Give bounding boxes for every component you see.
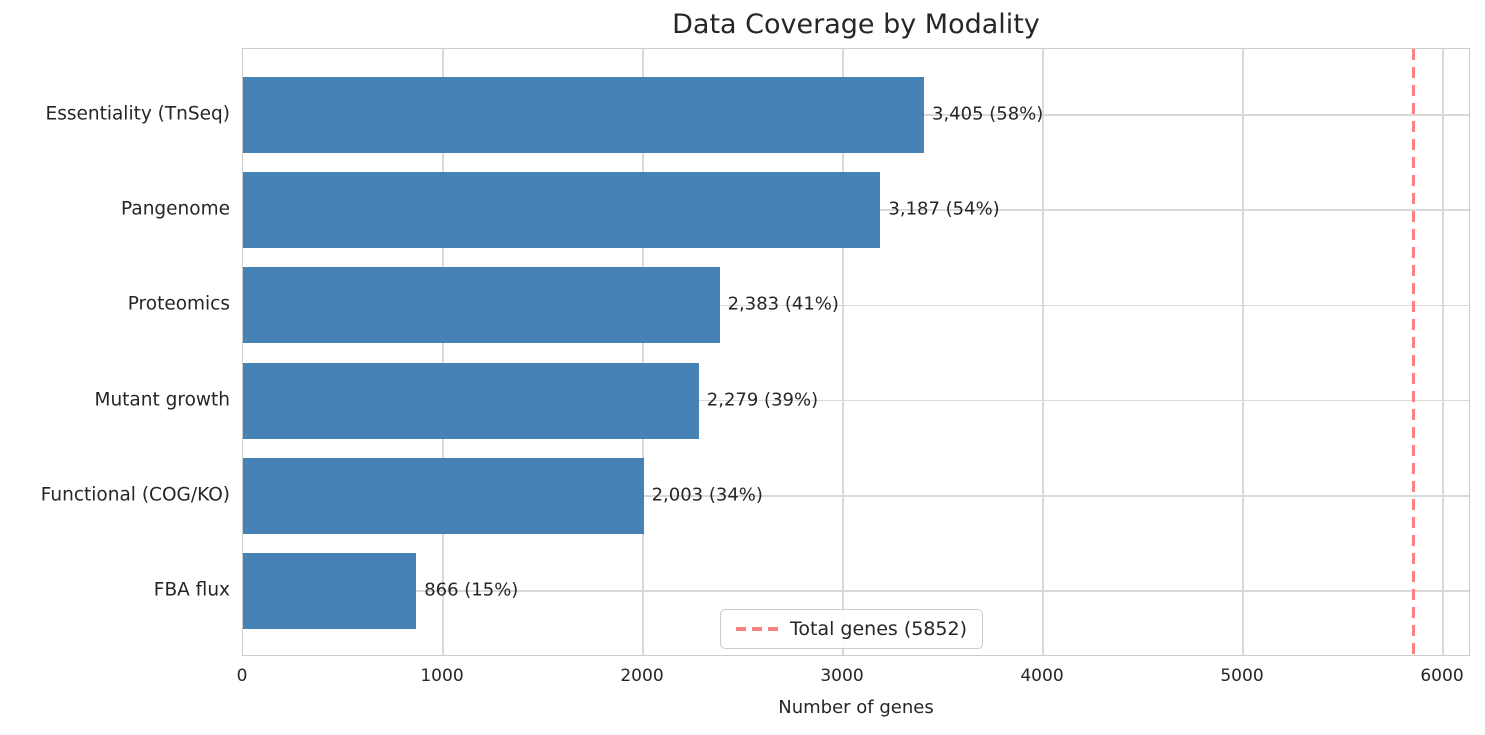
y-gridline (243, 590, 1469, 592)
bar-value-label: 3,405 (58%) (932, 103, 1044, 125)
x-gridline (642, 49, 644, 655)
x-tick-label: 0 (236, 666, 248, 686)
x-tick-label: 4000 (1020, 666, 1064, 686)
bar-value-label: 3,187 (54%) (888, 198, 1000, 220)
chart-title: Data Coverage by Modality (672, 9, 1040, 40)
x-tick-label: 5000 (1220, 666, 1264, 686)
bar (243, 457, 644, 534)
legend-label: Total genes (5852) (790, 618, 968, 640)
x-axis-label: Number of genes (778, 697, 934, 718)
x-gridline (442, 49, 444, 655)
y-tick-label: Proteomics (127, 293, 230, 315)
y-gridline (243, 304, 1469, 307)
x-tick-label: 2000 (620, 666, 664, 686)
bar-value-label: 866 (15%) (424, 579, 519, 601)
bar (243, 553, 417, 630)
legend: Total genes (5852) (720, 609, 984, 649)
bar (243, 76, 924, 153)
x-gridline (1242, 49, 1244, 655)
total-genes-line (1411, 49, 1415, 655)
x-gridline (1042, 49, 1044, 655)
y-tick-label: Essentiality (TnSeq) (45, 103, 231, 125)
bar (243, 362, 699, 439)
bar (243, 172, 881, 249)
x-gridline (842, 49, 844, 655)
y-tick-label: Pangenome (121, 198, 230, 220)
y-tick-label: Mutant growth (94, 389, 230, 411)
x-tick-label: 3000 (820, 666, 864, 686)
bar-value-label: 2,279 (39%) (706, 389, 819, 411)
dashed-line-swatch (736, 627, 778, 631)
y-tick-label: FBA flux (153, 579, 230, 601)
x-tick-label: 1000 (420, 666, 464, 686)
bar-value-label: 2,003 (34%) (651, 484, 763, 506)
y-gridline (243, 495, 1469, 497)
bar-value-label: 2,383 (41%) (727, 293, 839, 315)
x-tick-label: 6000 (1420, 666, 1464, 686)
bar (243, 267, 720, 344)
y-gridline (243, 399, 1469, 402)
x-gridline (1442, 49, 1444, 655)
plot-area (242, 48, 1470, 656)
y-tick-label: Functional (COG/KO) (40, 484, 230, 506)
